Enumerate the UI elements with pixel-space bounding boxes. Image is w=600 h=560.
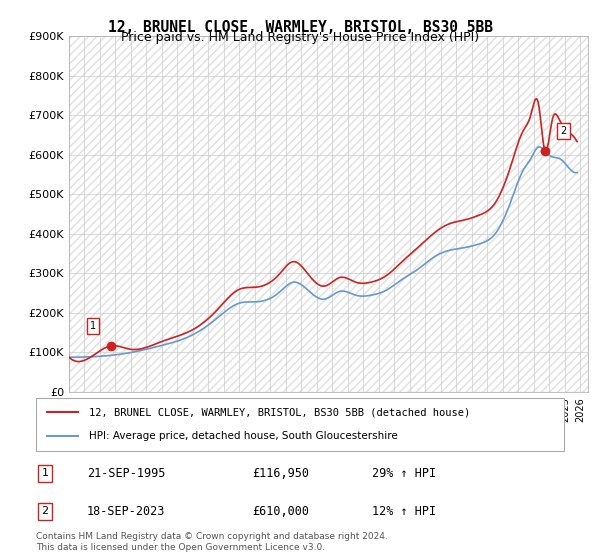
FancyBboxPatch shape [36,398,564,451]
Text: 2: 2 [560,126,566,136]
Text: 2: 2 [41,506,49,516]
Text: £116,950: £116,950 [252,466,309,480]
Text: 1: 1 [41,468,49,478]
Text: 21-SEP-1995: 21-SEP-1995 [87,466,166,480]
Text: 29% ↑ HPI: 29% ↑ HPI [372,466,436,480]
Text: 12% ↑ HPI: 12% ↑ HPI [372,505,436,518]
Text: £610,000: £610,000 [252,505,309,518]
Text: Price paid vs. HM Land Registry's House Price Index (HPI): Price paid vs. HM Land Registry's House … [121,31,479,44]
Text: 18-SEP-2023: 18-SEP-2023 [87,505,166,518]
Text: HPI: Average price, detached house, South Gloucestershire: HPI: Average price, detached house, Sout… [89,431,398,441]
Text: 1: 1 [89,321,95,331]
Text: Contains HM Land Registry data © Crown copyright and database right 2024.
This d: Contains HM Land Registry data © Crown c… [36,532,388,552]
Text: 12, BRUNEL CLOSE, WARMLEY, BRISTOL, BS30 5BB: 12, BRUNEL CLOSE, WARMLEY, BRISTOL, BS30… [107,20,493,35]
Text: 12, BRUNEL CLOSE, WARMLEY, BRISTOL, BS30 5BB (detached house): 12, BRUNEL CLOSE, WARMLEY, BRISTOL, BS30… [89,408,470,418]
